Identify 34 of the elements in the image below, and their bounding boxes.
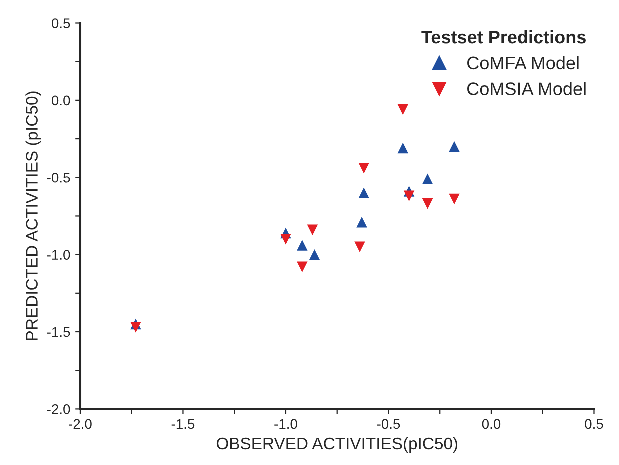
point bbox=[280, 234, 292, 245]
legend-label: CoMFA Model bbox=[468, 56, 579, 70]
point bbox=[398, 104, 408, 116]
point bbox=[358, 162, 370, 174]
point bbox=[307, 224, 318, 236]
point bbox=[449, 141, 460, 152]
point bbox=[422, 198, 434, 210]
y-tick-label: -1.5 bbox=[47, 327, 70, 338]
legend-title: Testset Predictions bbox=[422, 30, 586, 44]
point bbox=[356, 217, 368, 228]
y-tick-label: 0.5 bbox=[52, 18, 70, 28]
point bbox=[130, 322, 142, 333]
point bbox=[354, 242, 366, 252]
x-tick-label: -1.5 bbox=[172, 419, 195, 430]
point bbox=[404, 190, 415, 202]
point bbox=[297, 240, 308, 251]
x-tick-label: -0.5 bbox=[377, 419, 400, 430]
x-tick-label: 0.0 bbox=[482, 419, 501, 430]
point bbox=[358, 188, 370, 198]
point bbox=[297, 262, 308, 273]
y-tick-label: 0.0 bbox=[52, 96, 70, 106]
x-tick-label: 0.5 bbox=[585, 419, 604, 430]
x-axis-title: OBSERVED ACTIVITIES(pIC50) bbox=[216, 437, 458, 453]
point bbox=[422, 174, 434, 185]
point bbox=[398, 142, 408, 154]
y-axis-title: PREDICTED ACTIVITIES (pIC50) bbox=[26, 92, 42, 340]
x-tick-label: -2.0 bbox=[69, 419, 92, 430]
point bbox=[449, 194, 460, 205]
legend-label: CoMSIA Model bbox=[468, 82, 586, 96]
y-tick-label: -1.0 bbox=[47, 250, 70, 260]
y-tick-label: -2.0 bbox=[47, 404, 70, 414]
point bbox=[309, 249, 320, 260]
x-tick-label: -1.0 bbox=[274, 419, 298, 430]
y-tick-label: -0.5 bbox=[47, 172, 70, 183]
